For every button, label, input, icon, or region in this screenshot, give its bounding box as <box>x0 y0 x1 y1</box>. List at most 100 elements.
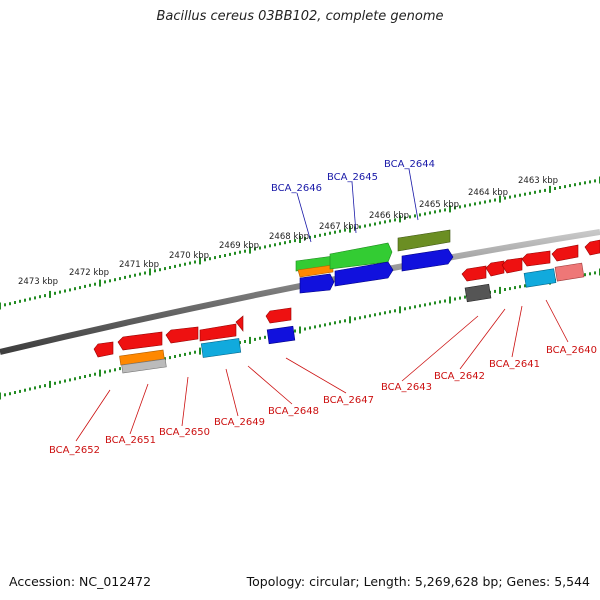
minor-tick <box>294 329 296 333</box>
minor-tick <box>329 322 331 326</box>
gene-feature[interactable] <box>299 273 335 294</box>
gene-feature[interactable] <box>397 229 451 252</box>
gene-feature[interactable] <box>521 250 551 267</box>
tick-label: 2473 kbp <box>18 277 58 287</box>
gene-feature[interactable] <box>554 262 585 282</box>
minor-tick <box>439 300 441 304</box>
minor-tick <box>379 312 381 316</box>
minor-tick <box>509 195 511 199</box>
gene-label[interactable]: BCA_2651 <box>105 435 156 446</box>
minor-tick <box>339 229 341 233</box>
minor-tick <box>309 326 311 330</box>
minor-tick <box>204 258 206 262</box>
minor-tick <box>434 301 436 305</box>
minor-tick <box>384 220 386 224</box>
gene-label[interactable]: BCA_2652 <box>49 445 100 456</box>
gene-feature[interactable] <box>117 331 163 351</box>
gene-feature[interactable] <box>297 264 334 278</box>
gene-feature[interactable] <box>121 358 167 374</box>
gene-feature[interactable] <box>200 338 242 358</box>
gene-feature[interactable] <box>523 268 557 288</box>
minor-tick <box>4 303 6 307</box>
gene-feature[interactable] <box>401 248 454 272</box>
major-tick <box>249 246 251 254</box>
minor-tick <box>539 189 541 193</box>
minor-tick <box>24 388 26 392</box>
gene-feature[interactable] <box>199 323 237 342</box>
minor-tick <box>129 274 131 278</box>
minor-tick <box>69 288 71 292</box>
gene-feature[interactable] <box>265 307 292 324</box>
minor-tick <box>409 215 411 219</box>
gene-feature[interactable] <box>266 325 296 345</box>
major-tick <box>49 290 51 298</box>
bottom-leaders <box>75 299 569 442</box>
minor-tick <box>34 386 36 390</box>
minor-tick <box>304 327 306 331</box>
leader-line <box>247 365 293 405</box>
minor-tick <box>124 275 126 279</box>
minor-tick <box>139 272 141 276</box>
leader-line <box>75 389 111 442</box>
gene-feature[interactable] <box>334 261 394 287</box>
minor-tick <box>264 335 266 339</box>
gene-feature[interactable] <box>501 257 523 274</box>
gene-feature[interactable] <box>464 283 492 303</box>
minor-tick <box>544 188 546 192</box>
gene-feature[interactable] <box>93 341 114 358</box>
gene-feature[interactable] <box>461 265 487 282</box>
minor-tick <box>39 295 41 299</box>
minor-tick <box>574 183 576 187</box>
gene-label[interactable]: BCA_2647 <box>323 395 374 406</box>
gene-label[interactable]: BCA_2648 <box>268 406 319 417</box>
gene-label[interactable]: BCA_2645 <box>327 172 378 183</box>
minor-tick <box>404 307 406 311</box>
minor-tick <box>239 250 241 254</box>
minor-tick <box>389 310 391 314</box>
major-tick <box>499 286 501 294</box>
minor-tick <box>44 384 46 388</box>
minor-tick <box>29 297 31 301</box>
leader-line <box>225 368 239 417</box>
major-tick <box>199 347 201 355</box>
minor-tick <box>179 263 181 267</box>
minor-tick <box>444 208 446 212</box>
minor-tick <box>354 317 356 321</box>
major-tick <box>149 268 151 276</box>
minor-tick <box>314 234 316 238</box>
minor-tick <box>79 376 81 380</box>
major-tick <box>449 205 451 213</box>
minor-tick <box>54 381 56 385</box>
minor-tick <box>529 191 531 195</box>
minor-tick <box>429 302 431 306</box>
tick-label: 2465 kbp <box>419 200 459 210</box>
major-tick <box>0 392 1 400</box>
gene-label[interactable]: BCA_2643 <box>381 382 432 393</box>
minor-tick <box>509 287 511 291</box>
minor-tick <box>384 311 386 315</box>
gene-feature[interactable] <box>551 244 579 262</box>
gene-label[interactable]: BCA_2640 <box>546 345 597 356</box>
minor-tick <box>39 385 41 389</box>
gene-feature[interactable] <box>235 315 244 332</box>
gene-label[interactable]: BCA_2642 <box>434 371 485 382</box>
minor-tick <box>374 222 376 226</box>
leader-line <box>545 299 569 343</box>
gene-feature[interactable] <box>485 260 505 277</box>
minor-tick <box>179 353 181 357</box>
minor-tick <box>74 377 76 381</box>
reverse-genes <box>93 307 296 374</box>
major-tick <box>299 236 301 243</box>
gene-label[interactable]: BCA_2641 <box>489 359 540 370</box>
gene-feature[interactable] <box>584 239 600 256</box>
minor-tick <box>339 320 341 324</box>
gene-label[interactable]: BCA_2644 <box>384 159 435 170</box>
minor-tick <box>234 251 236 255</box>
gene-feature[interactable] <box>165 326 199 344</box>
gene-label[interactable]: BCA_2649 <box>214 417 265 428</box>
major-tick <box>349 225 351 233</box>
gene-feature[interactable] <box>329 242 393 270</box>
gene-label[interactable]: BCA_2646 <box>271 183 322 194</box>
minor-tick <box>194 350 196 354</box>
gene-label[interactable]: BCA_2650 <box>159 427 210 438</box>
